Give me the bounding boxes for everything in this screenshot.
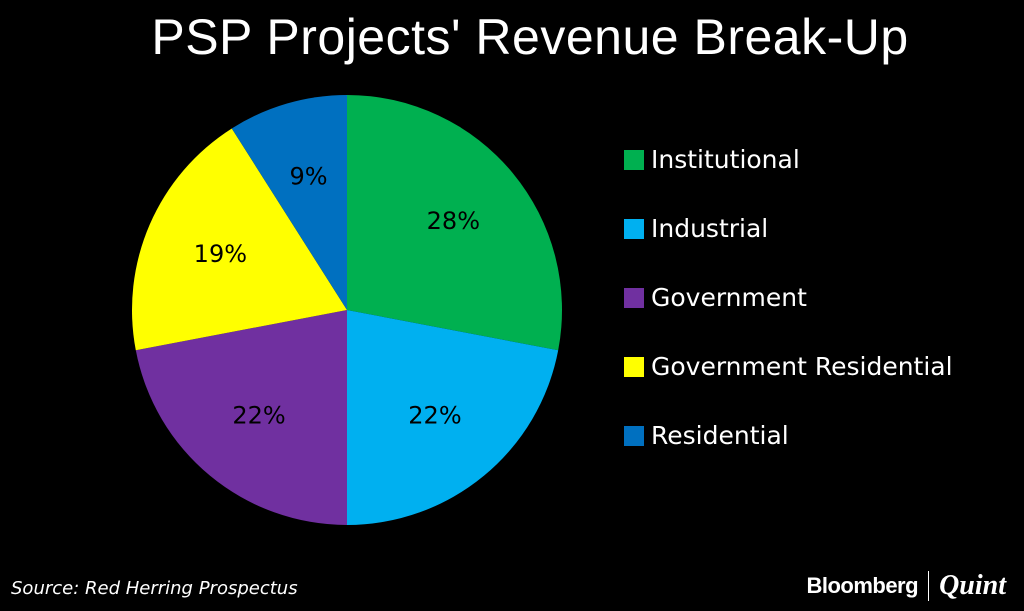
slice-label-institutional: 28% [427, 207, 480, 235]
quint-wordmark: Quint [939, 570, 1006, 601]
pie-slice-institutional [347, 95, 562, 351]
slice-label-government-residential: 19% [194, 240, 247, 268]
bloomberg-wordmark: Bloomberg [806, 573, 919, 598]
chart-title: PSP Projects' Revenue Break-Up [151, 9, 909, 65]
legend-label: Institutional [651, 145, 800, 174]
slice-label-residential: 9% [289, 162, 327, 190]
pie-slice-residential [231, 95, 347, 310]
brand-divider [928, 571, 930, 601]
legend-swatch [624, 357, 644, 377]
pie-slice-government-residential [132, 128, 347, 351]
legend-swatch [624, 426, 644, 446]
source-note: Source: Red Herring Prospectus [11, 578, 298, 599]
legend-label: Government Residential [651, 352, 953, 381]
pie-slice-government [135, 310, 347, 525]
legend-swatch [624, 288, 644, 308]
pie-slice-industrial [347, 310, 559, 525]
legend-label: Government [651, 283, 807, 312]
legend-label: Residential [651, 421, 789, 450]
legend-swatch [624, 150, 644, 170]
slice-label-government: 22% [232, 401, 285, 429]
legend-label: Industrial [651, 214, 769, 243]
slice-label-industrial: 22% [408, 401, 461, 429]
legend-swatch [624, 219, 644, 239]
brand-logo: Bloomberg Quint [806, 570, 1006, 602]
